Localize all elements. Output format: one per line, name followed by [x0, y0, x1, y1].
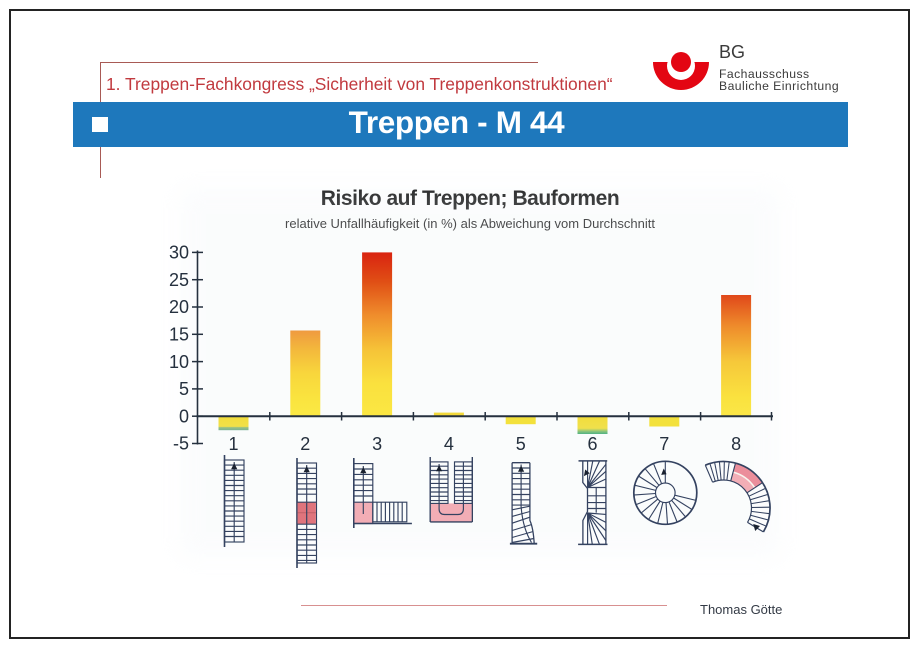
- svg-text:5: 5: [179, 379, 189, 399]
- svg-text:0: 0: [179, 406, 189, 426]
- svg-text:8: 8: [731, 434, 741, 454]
- svg-text:6: 6: [587, 434, 597, 454]
- svg-text:20: 20: [169, 297, 189, 317]
- svg-text:30: 30: [169, 243, 189, 263]
- svg-text:5: 5: [516, 434, 526, 454]
- svg-text:2: 2: [300, 434, 310, 454]
- svg-text:10: 10: [169, 352, 189, 372]
- svg-text:7: 7: [659, 434, 669, 454]
- svg-text:-5: -5: [173, 434, 189, 454]
- svg-text:3: 3: [372, 434, 382, 454]
- svg-text:4: 4: [444, 434, 454, 454]
- svg-text:25: 25: [169, 270, 189, 290]
- svg-text:1: 1: [228, 434, 238, 454]
- svg-text:15: 15: [169, 325, 189, 345]
